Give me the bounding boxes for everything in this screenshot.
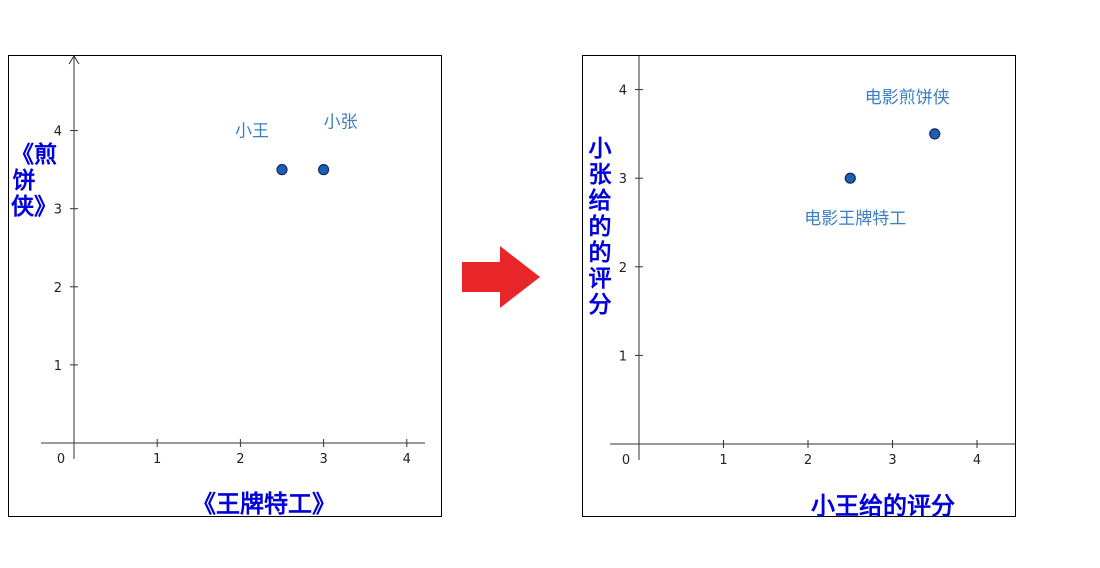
right-point-label: 电影煎饼侠	[865, 88, 950, 108]
left-point-label: 小张	[324, 113, 358, 133]
left-y-tick-label: 3	[54, 203, 62, 218]
left-x-tick-label: 0	[57, 452, 65, 467]
right-x-tick-label: 3	[888, 453, 896, 468]
left-x-tick-label: 3	[319, 452, 327, 467]
right-data-point	[929, 128, 941, 140]
right-x-axis-label: 小王给的评分	[811, 492, 955, 520]
right-y-tick-label: 4	[619, 84, 627, 99]
right-y-tick-label: 3	[619, 172, 627, 187]
right-point-label: 电影王牌特工	[804, 209, 906, 229]
right-y-tick-label: 2	[619, 261, 627, 276]
left-data-point	[276, 164, 288, 176]
left-y-tick-label: 2	[54, 281, 62, 296]
right-x-tick-label: 0	[622, 453, 630, 468]
left-point-label: 小王	[235, 122, 269, 142]
right-x-tick-label: 2	[804, 453, 812, 468]
right-x-tick-label: 1	[719, 453, 727, 468]
right-chart-panel: 0 1 2 3 4 1 2 3 4 电影王牌特工 电影煎饼侠 小王给的评分 小张给的的评分	[582, 55, 1016, 520]
right-x-tick-label: 4	[973, 453, 981, 468]
left-x-tick-label: 4	[403, 452, 411, 467]
left-x-tick-label: 1	[153, 452, 161, 467]
left-chart-svg: 0 1 2 3 4 1 2 3 4 小王 小张	[41, 55, 425, 467]
right-y-tick-label: 1	[619, 349, 627, 364]
right-chart-svg: 0 1 2 3 4 1 2 3 4 电影王牌特工 电影煎饼侠	[610, 56, 1015, 468]
left-y-axis-arrow-icon	[68, 55, 80, 65]
left-chart-panel: 0 1 2 3 4 1 2 3 4 小王 小张 《王牌特工》 《煎饼侠》	[8, 55, 442, 518]
right-y-axis-label: 小张给的的评分	[588, 136, 612, 318]
right-arrow-icon	[462, 246, 540, 308]
left-y-axis-label: 《煎饼侠》	[11, 142, 57, 220]
left-data-point	[318, 164, 330, 176]
left-x-tick-label: 2	[236, 452, 244, 467]
left-x-axis-label: 《王牌特工》	[192, 490, 336, 518]
right-data-point	[844, 172, 856, 184]
left-y-tick-label: 4	[54, 125, 62, 140]
left-y-tick-label: 1	[54, 359, 62, 374]
